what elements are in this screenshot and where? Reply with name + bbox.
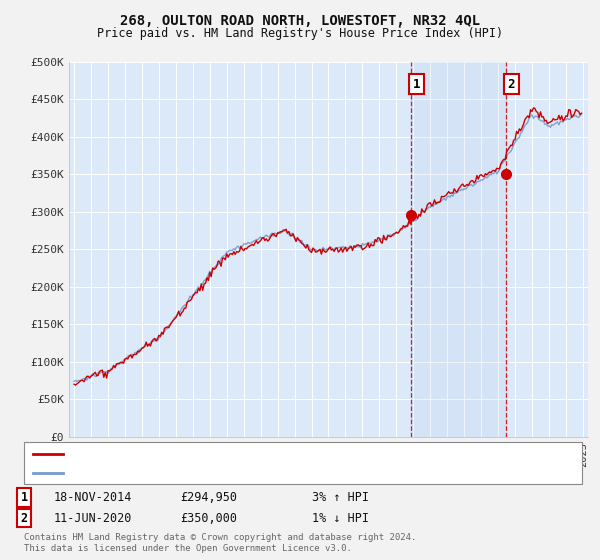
Text: 2: 2 xyxy=(507,78,515,91)
Bar xyxy=(411,62,506,437)
Text: HPI: Average price, detached house, East Suffolk: HPI: Average price, detached house, East… xyxy=(66,468,366,478)
Text: 268, OULTON ROAD NORTH, LOWESTOFT, NR32 4QL: 268, OULTON ROAD NORTH, LOWESTOFT, NR32 … xyxy=(120,14,480,28)
Text: Price paid vs. HM Land Registry's House Price Index (HPI): Price paid vs. HM Land Registry's House … xyxy=(97,27,503,40)
Text: 268, OULTON ROAD NORTH, LOWESTOFT, NR32 4QL (detached house): 268, OULTON ROAD NORTH, LOWESTOFT, NR32 … xyxy=(66,449,441,459)
Text: £294,950: £294,950 xyxy=(180,491,237,504)
Text: 2: 2 xyxy=(20,511,28,525)
Text: 1: 1 xyxy=(413,78,421,91)
Text: 1% ↓ HPI: 1% ↓ HPI xyxy=(312,511,369,525)
Text: 11-JUN-2020: 11-JUN-2020 xyxy=(54,511,133,525)
Text: 1: 1 xyxy=(20,491,28,504)
Text: Contains HM Land Registry data © Crown copyright and database right 2024.
This d: Contains HM Land Registry data © Crown c… xyxy=(24,533,416,553)
Text: 3% ↑ HPI: 3% ↑ HPI xyxy=(312,491,369,504)
Text: 18-NOV-2014: 18-NOV-2014 xyxy=(54,491,133,504)
Text: £350,000: £350,000 xyxy=(180,511,237,525)
